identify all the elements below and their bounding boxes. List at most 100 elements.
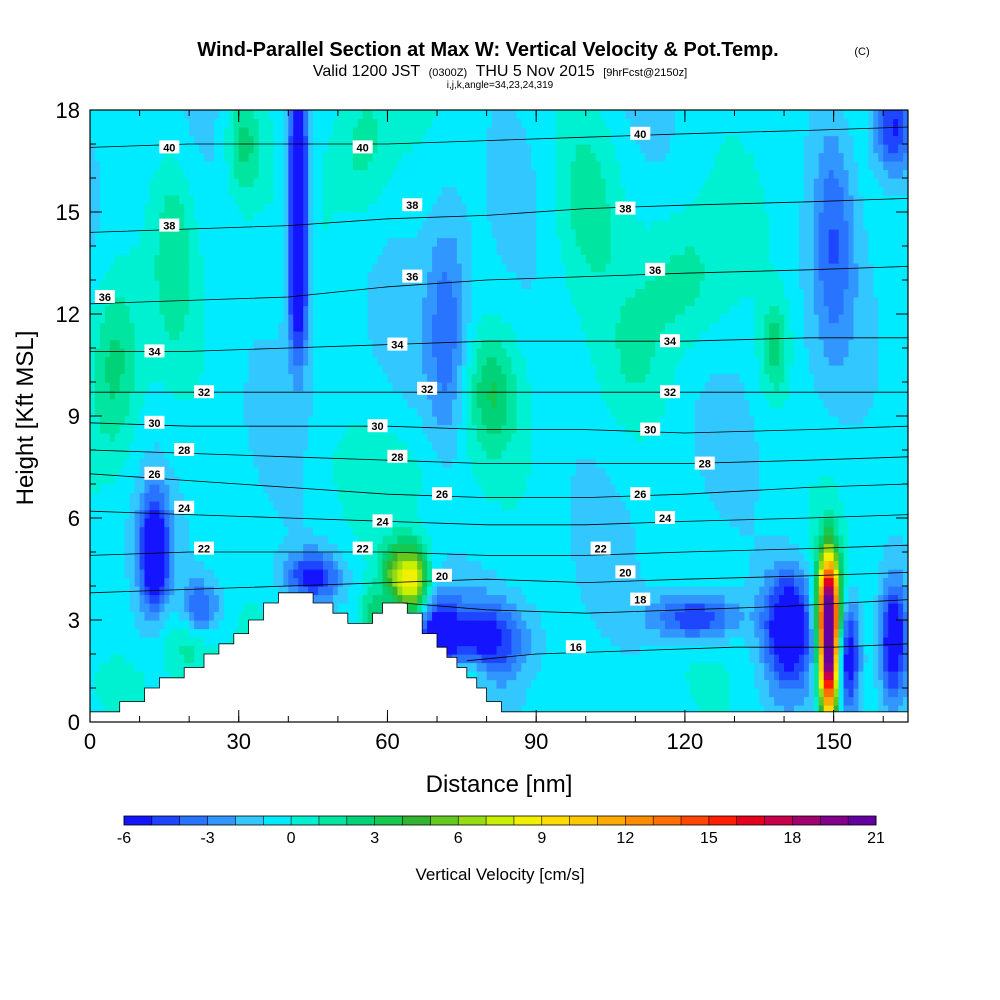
velocity-cell [818,594,825,604]
velocity-cell [610,475,617,485]
velocity-cell [779,509,785,519]
velocity-cell [134,645,141,655]
velocity-cell [501,484,508,494]
velocity-cell [694,535,701,545]
velocity-cell [481,637,488,647]
velocity-cell [104,458,111,468]
velocity-cell [189,535,195,545]
velocity-cell [218,543,225,553]
velocity-cell [174,628,180,638]
velocity-cell [803,509,810,519]
velocity-cell [694,671,701,681]
velocity-cell [640,679,646,689]
velocity-cell [615,696,622,706]
velocity-cell [798,688,805,698]
velocity-cell [868,637,874,647]
velocity-cell [169,467,175,477]
velocity-cell [114,458,121,468]
velocity-cell [615,484,622,494]
velocity-cell [541,696,547,706]
velocity-cell [803,535,810,545]
velocity-cell [481,679,488,689]
velocity-cell [318,594,324,604]
velocity-cell [635,603,641,613]
velocity-cell [774,467,780,477]
velocity-cell [798,594,805,604]
velocity-cell [169,526,175,536]
velocity-cell [476,501,483,511]
velocity-cell [828,705,835,715]
velocity-cell [565,552,572,562]
velocity-cell [575,467,582,477]
velocity-cell [699,637,706,647]
velocity-cell [238,560,245,570]
velocity-cell [184,620,190,630]
velocity-cell [779,586,785,596]
velocity-cell [506,560,512,570]
velocity-cell [833,509,840,519]
velocity-cell [476,662,483,672]
velocity-cell [630,620,636,630]
velocity-cell [273,509,279,519]
velocity-cell [546,560,552,570]
velocity-cell [739,637,745,647]
velocity-cell [199,492,205,502]
velocity-cell [754,484,760,494]
velocity-cell [461,611,468,621]
velocity-cell [134,679,141,689]
velocity-cell [417,535,423,545]
velocity-cell [94,492,101,502]
velocity-cell [848,654,855,664]
velocity-cell [124,620,131,630]
velocity-cell [565,628,572,638]
velocity-cell [694,484,701,494]
velocity-cell [620,620,627,630]
velocity-cell [372,526,379,536]
velocity-cell [863,654,869,664]
velocity-cell [94,569,101,579]
velocity-cell [734,671,741,681]
velocity-cell [437,560,443,570]
velocity-cell [630,577,636,587]
velocity-cell [873,501,879,511]
velocity-cell [684,552,691,562]
velocity-cell [516,679,522,689]
velocity-cell [853,535,860,545]
velocity-cell [213,518,220,528]
velocity-cell [184,492,190,502]
velocity-cell [704,705,711,715]
velocity-cell [303,543,309,553]
velocity-cell [764,611,770,621]
velocity-cell [590,552,597,562]
velocity-cell [486,671,493,681]
velocity-cell [461,467,468,477]
velocity-cell [104,526,111,536]
velocity-cell [119,645,126,655]
velocity-cell [407,501,413,511]
velocity-cell [709,586,716,596]
velocity-cell [625,552,631,562]
velocity-cell [660,475,666,485]
velocity-cell [595,620,602,630]
velocity-cell [615,577,622,587]
velocity-cell [164,611,170,621]
velocity-cell [625,705,631,715]
velocity-cell [104,509,111,519]
velocity-cell [858,467,864,477]
velocity-cell [451,475,458,485]
velocity-cell [446,535,453,545]
velocity-cell [486,484,493,494]
velocity-cell [808,671,815,681]
velocity-cell [268,458,275,468]
velocity-cell [94,654,101,664]
velocity-cell [412,535,418,545]
velocity-cell [184,467,190,477]
velocity-cell [119,475,126,485]
velocity-cell [674,467,681,477]
velocity-cell [407,603,413,613]
velocity-cell [511,645,517,655]
velocity-cell [873,535,879,545]
velocity-cell [268,501,275,511]
velocity-cell [456,501,463,511]
velocity-cell [724,662,731,672]
